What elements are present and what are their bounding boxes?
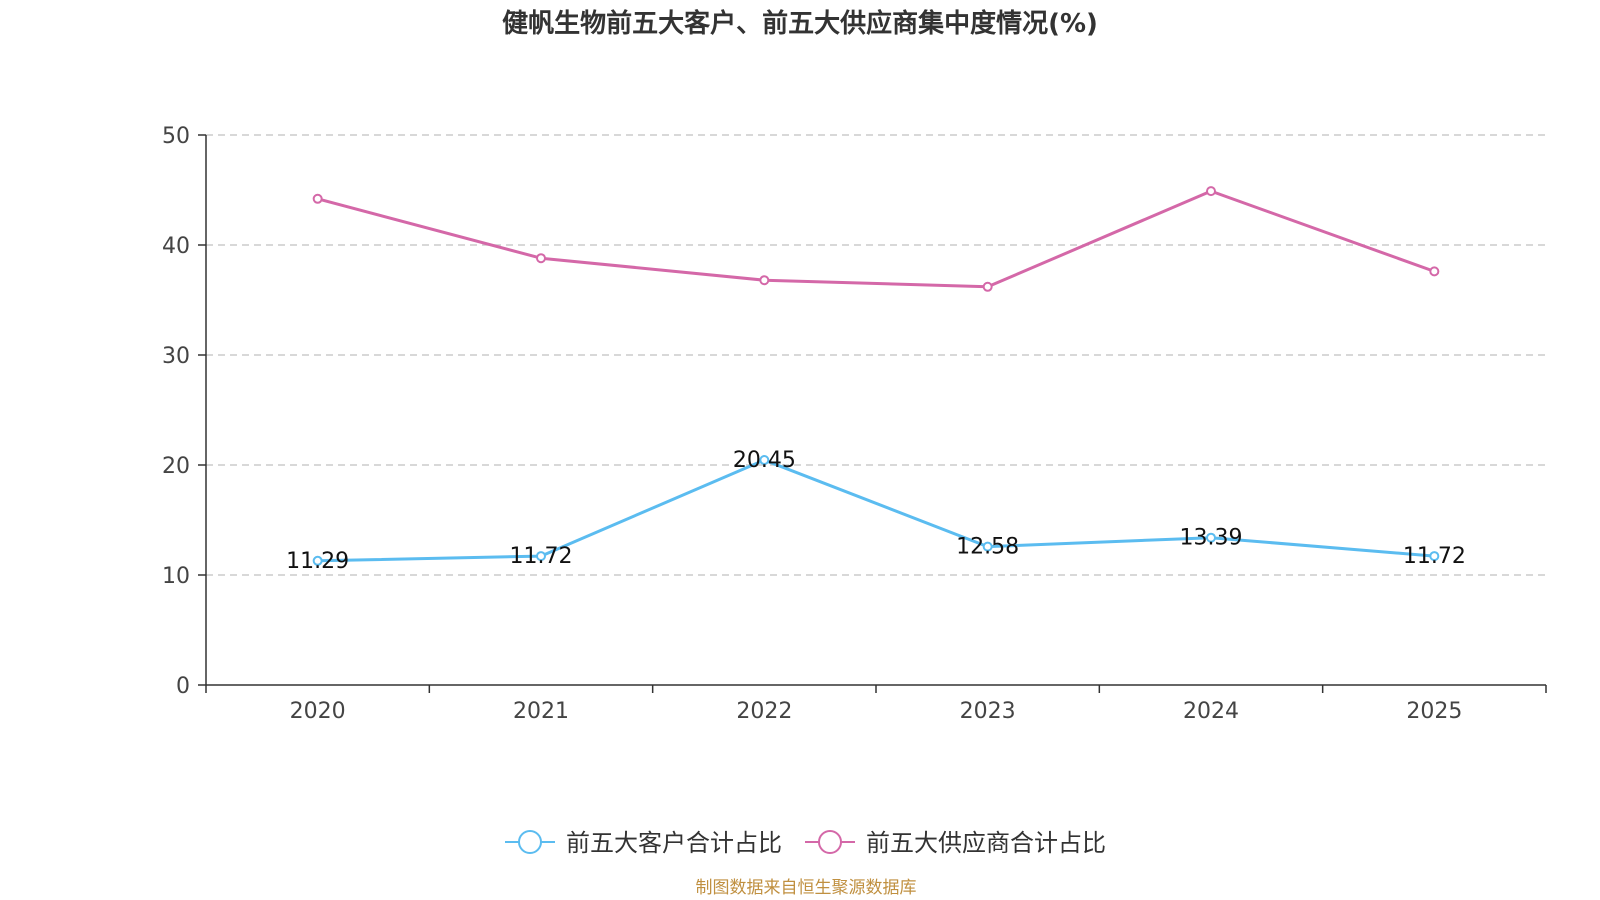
data-label-2021: 11.72: [510, 544, 573, 569]
x-tick-label-2021: 2021: [513, 699, 569, 724]
series-0-point-2021: [536, 551, 546, 562]
x-axis: 2020 2021 2022 2023 2024 2025: [205, 684, 1547, 724]
series-1-point-2025: [1429, 266, 1440, 277]
y-axis: 0 10 20 30 40 50: [162, 124, 207, 699]
y-tick-label-40: 40: [162, 234, 190, 259]
y-tick-label-10: 10: [162, 564, 190, 589]
x-tick-label-2022: 2022: [736, 699, 792, 724]
data-label-2025: 11.72: [1403, 544, 1466, 569]
legend-label-suppliers: 前五大供应商合计占比: [866, 829, 1106, 857]
chart-title: 健帆生物前五大客户、前五大供应商集中度情况(%): [502, 8, 1098, 39]
series-0-point-2023: [982, 541, 993, 552]
y-tick-label-50: 50: [162, 124, 190, 149]
series-1-point-2023: [982, 281, 993, 292]
series-0-point-2024: [1206, 532, 1216, 543]
y-tick-label-0: 0: [176, 674, 190, 699]
legend-marker-customers: [518, 830, 542, 854]
legend-item-customers[interactable]: 前五大客户合计占比: [505, 829, 782, 857]
data-label-2022: 20.45: [733, 448, 796, 473]
data-labels: 11.29 11.72 20.45 12.58 13.39 11.72: [286, 448, 1466, 574]
series-0-point-2022: [759, 455, 770, 466]
x-tick-label-2020: 2020: [290, 699, 346, 724]
series-1-point-2024: [1206, 186, 1216, 197]
data-label-2024: 13.39: [1180, 526, 1243, 551]
series-1-point-2020: [312, 193, 323, 204]
series-line-0: [317, 458, 1435, 563]
legend: 前五大客户合计占比 前五大供应商合计占比: [505, 829, 1106, 857]
legend-marker-suppliers: [818, 830, 842, 854]
series-0-point-2020: [312, 555, 323, 566]
x-tick-label-2023: 2023: [960, 699, 1016, 724]
legend-item-suppliers[interactable]: 前五大供应商合计占比: [805, 829, 1106, 857]
series-group: [312, 186, 1440, 566]
series-1-point-2021: [536, 253, 546, 264]
y-tick-label-20: 20: [162, 454, 190, 479]
series-0-point-2025: [1429, 551, 1440, 562]
x-tick-label-2025: 2025: [1406, 699, 1462, 724]
series-1-point-2022: [759, 275, 770, 286]
data-label-2023: 12.58: [956, 535, 1019, 560]
series-line-1: [317, 189, 1435, 289]
y-tick-label-30: 30: [162, 344, 190, 369]
x-tick-label-2024: 2024: [1183, 699, 1239, 724]
data-label-2020: 11.29: [286, 549, 349, 574]
source-note: 制图数据来自恒生聚源数据库: [696, 878, 917, 898]
gridlines: [206, 134, 1546, 576]
legend-label-customers: 前五大客户合计占比: [566, 829, 782, 857]
